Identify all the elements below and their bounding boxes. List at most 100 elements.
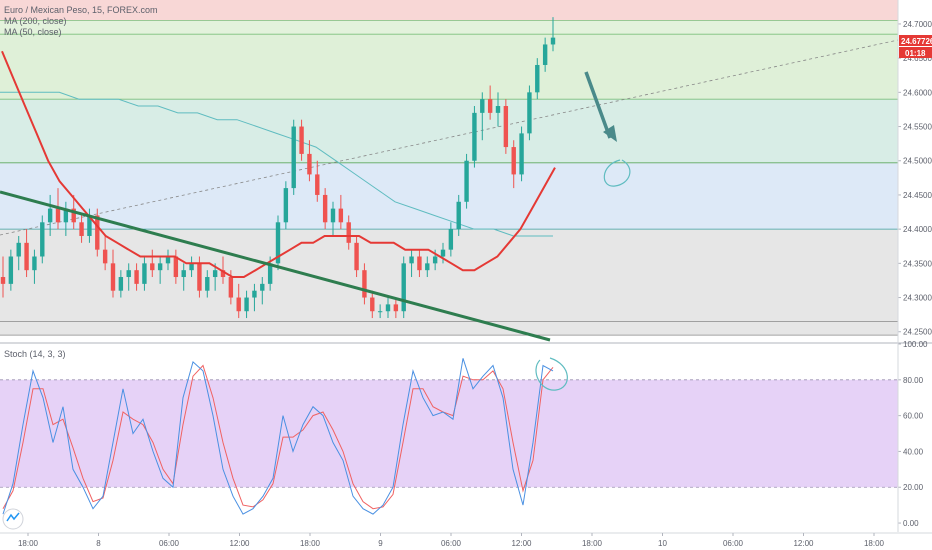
stochastic-pane[interactable]: 100.00 80.00 60.00 40.00 20.00 0.00 Stoch (14… bbox=[0, 0, 928, 532]
time-tick-label: 06:00 bbox=[723, 539, 744, 548]
candle-body bbox=[425, 263, 430, 271]
arrow-drawing[interactable] bbox=[584, 71, 617, 142]
candle-body bbox=[236, 297, 241, 312]
current-price-badge: 24.67726 01:18 bbox=[899, 35, 932, 58]
candle-body bbox=[480, 99, 485, 113]
time-tick-label: 12:00 bbox=[229, 539, 250, 548]
time-tick-label: 18:00 bbox=[864, 539, 885, 548]
candle-body bbox=[472, 112, 477, 161]
fib-zone bbox=[0, 34, 898, 100]
trend-line-falling[interactable] bbox=[0, 190, 551, 342]
candle-body bbox=[189, 263, 194, 271]
time-tick-label: 12:00 bbox=[511, 539, 532, 548]
candle-body bbox=[220, 270, 226, 278]
ma-50-line bbox=[1, 50, 556, 278]
candlestick-series bbox=[0, 17, 556, 319]
fib-zone bbox=[0, 321, 898, 336]
candle-body bbox=[322, 194, 328, 223]
time-tick-label: 06:00 bbox=[159, 539, 180, 548]
candle-body bbox=[150, 263, 155, 271]
stoch-tick-label: 100.00 bbox=[903, 340, 928, 349]
circle-drawing-stoch[interactable] bbox=[535, 357, 568, 391]
candle-body bbox=[47, 208, 53, 223]
candle-body bbox=[527, 92, 532, 134]
candle-body bbox=[354, 242, 359, 271]
candle-body bbox=[87, 215, 92, 236]
time-tick-label: 18:00 bbox=[300, 539, 321, 548]
candle-body bbox=[8, 256, 14, 284]
stoch-axis: 100.00 80.00 60.00 40.00 20.00 0.00 bbox=[897, 0, 928, 532]
candle-body bbox=[346, 222, 351, 243]
price-tick-label: 24.50000 bbox=[903, 157, 932, 166]
price-tick-label: 24.40000 bbox=[903, 225, 932, 234]
candle-body bbox=[110, 263, 116, 291]
candle-body bbox=[299, 126, 304, 154]
stoch-tick-label: 80.00 bbox=[903, 376, 924, 385]
candle-body bbox=[24, 242, 29, 271]
time-tick-label: 18:00 bbox=[18, 539, 39, 548]
stoch-legend: Stoch (14, 3, 3) bbox=[4, 349, 66, 359]
price-tick-label: 24.25000 bbox=[903, 328, 932, 337]
candle-body bbox=[181, 270, 186, 278]
time-tick-label: 06:00 bbox=[441, 539, 462, 548]
candle-body bbox=[385, 304, 391, 312]
candle-body bbox=[503, 106, 509, 148]
candle-body bbox=[495, 106, 501, 113]
candle-body bbox=[16, 242, 21, 257]
price-tick-label: 24.65000 bbox=[903, 54, 932, 63]
countdown-label: 01:18 bbox=[905, 49, 926, 58]
candle-body bbox=[32, 256, 37, 271]
candle-body bbox=[519, 133, 524, 175]
fib-zone bbox=[0, 99, 898, 163]
candle-body bbox=[338, 208, 344, 223]
candle-body bbox=[118, 277, 124, 291]
price-tick-label: 24.55000 bbox=[903, 123, 932, 132]
candle-body bbox=[267, 263, 273, 284]
candle-body bbox=[307, 153, 312, 175]
candle-body bbox=[197, 263, 202, 291]
stoch-tick-label: 60.00 bbox=[903, 412, 924, 421]
candle-body bbox=[315, 174, 320, 195]
candle-body bbox=[291, 126, 296, 189]
candle-body bbox=[487, 99, 493, 113]
candle-body bbox=[252, 290, 257, 298]
candle-body bbox=[370, 297, 375, 312]
stoch-tick-label: 0.00 bbox=[903, 519, 919, 528]
candle-body bbox=[417, 256, 422, 271]
candle-body bbox=[205, 277, 210, 291]
candle-body bbox=[157, 263, 163, 271]
candle-body bbox=[55, 208, 61, 223]
time-tick-label: 9 bbox=[378, 539, 383, 548]
candle-body bbox=[95, 215, 100, 250]
stoch-d-line bbox=[2, 364, 554, 510]
fib-zone bbox=[0, 162, 898, 230]
fib-zone bbox=[0, 20, 898, 35]
price-pane[interactable]: 24.70000 24.65000 24.60000 24.55000 24.50000… bbox=[0, 0, 932, 342]
candle-body bbox=[173, 256, 179, 278]
candle-body bbox=[401, 263, 406, 312]
candle-body bbox=[409, 256, 414, 264]
candle-body bbox=[464, 160, 469, 202]
price-tick-label: 24.70000 bbox=[903, 20, 932, 29]
candle-body bbox=[40, 222, 45, 257]
candle-body bbox=[448, 229, 454, 250]
price-tick-label: 24.30000 bbox=[903, 294, 932, 303]
logo-icon bbox=[2, 508, 24, 530]
candle-body bbox=[212, 270, 218, 278]
time-tick-label: 8 bbox=[96, 539, 101, 548]
candle-body bbox=[542, 44, 548, 65]
candle-body bbox=[275, 222, 281, 264]
candle-body bbox=[244, 297, 249, 312]
candle-body bbox=[511, 147, 516, 175]
candle-body bbox=[362, 270, 367, 298]
circle-drawing-price[interactable] bbox=[603, 159, 631, 187]
candle-body bbox=[165, 256, 171, 264]
candle-body bbox=[134, 270, 139, 284]
candle-body bbox=[102, 249, 108, 264]
candle-body bbox=[535, 64, 540, 93]
candle-body bbox=[71, 208, 76, 223]
candle-body bbox=[260, 283, 265, 291]
current-price-label: 24.67726 bbox=[901, 37, 932, 46]
time-tick-label: 10 bbox=[658, 539, 667, 548]
